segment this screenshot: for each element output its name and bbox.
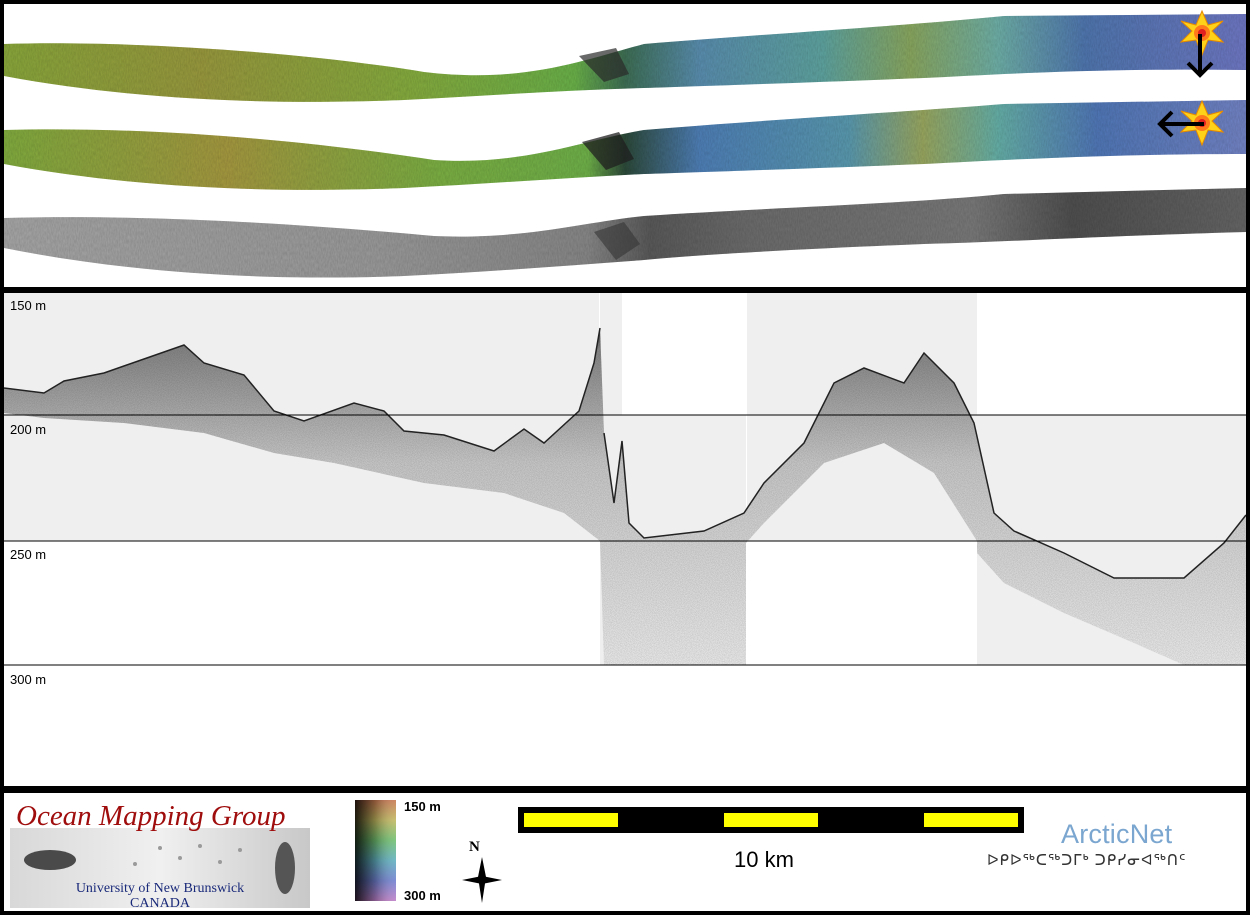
sub-bottom-profile-panel: 150 m 200 m 250 m 300 m (4, 293, 1246, 786)
colorbar-bottom-label: 300 m (404, 888, 441, 903)
scale-label: 10 km (734, 847, 794, 872)
arcticnet-syllabics: ᐅᑭᐅᖅᑕᖅᑐᒥᒃ ᑐᑭᓯᓂᐊᖅᑎᑦ (987, 852, 1187, 869)
seabed-feature (579, 48, 629, 82)
swath-map (4, 9, 1246, 278)
depth-label-300: 300 m (10, 672, 47, 687)
bathymetry-swath-1 (4, 14, 1246, 102)
swath-panel (4, 4, 1246, 287)
arcticnet-logo: ArcticNet (1061, 819, 1173, 849)
seafloor-reflector (4, 328, 1246, 665)
north-arrow-icon (462, 857, 502, 903)
legend-footer: Ocean Mapping Group University of New Br… (4, 793, 1246, 911)
colorbar-top-label: 150 m (404, 799, 441, 814)
scale-bar (518, 807, 1024, 833)
seabed-feature (594, 222, 640, 260)
arrow-down-icon (1186, 34, 1214, 78)
logo-title: Ocean Mapping Group (16, 800, 286, 832)
ocean-mapping-group-logo: Ocean Mapping Group University of New Br… (10, 798, 310, 911)
seafloor-line (4, 327, 1246, 579)
logo-subtitle-university: University of New Brunswick (75, 881, 245, 896)
depth-colorbar (355, 800, 396, 901)
arrow-left-icon (1157, 110, 1204, 138)
depth-label-250: 250 m (10, 547, 47, 562)
logo-artwork (10, 828, 310, 908)
depth-label-150: 150 m (10, 298, 47, 313)
sub-bottom-profile (4, 293, 1246, 666)
north-letter: N (469, 839, 480, 855)
seabed-feature (582, 132, 634, 170)
logo-subtitle-country: CANADA (130, 896, 190, 911)
depth-label-200: 200 m (10, 422, 47, 437)
